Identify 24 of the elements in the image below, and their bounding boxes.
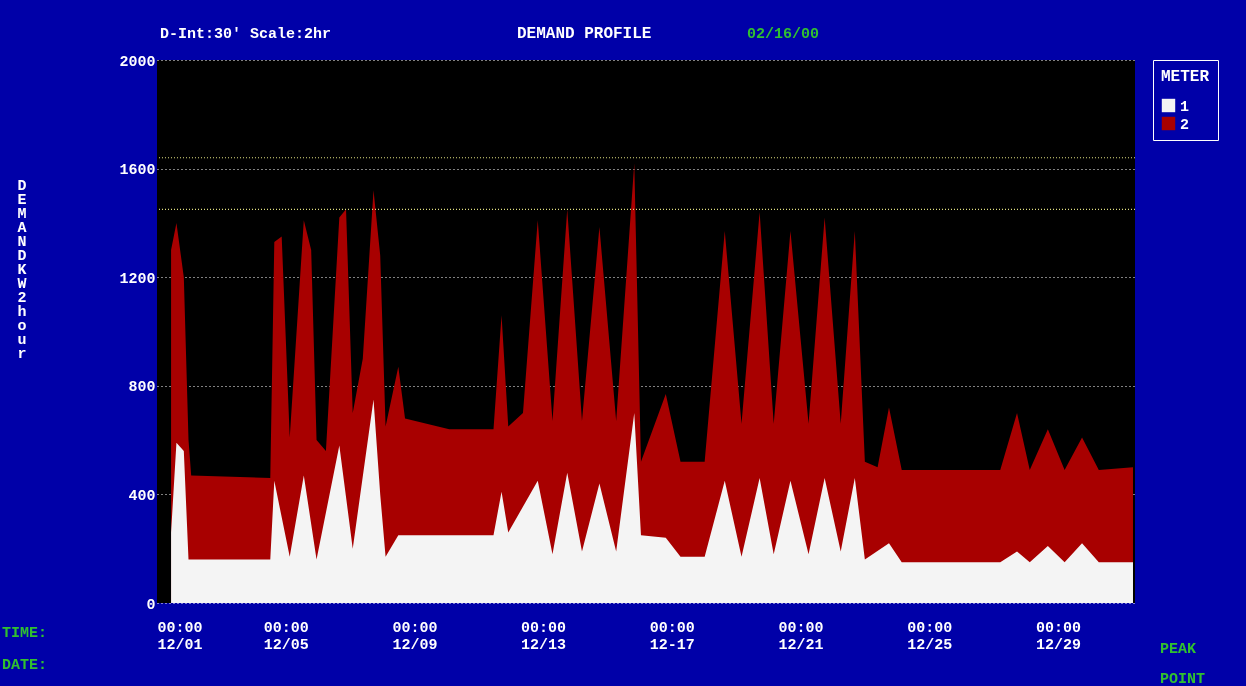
y-tick-label: 800 (128, 379, 156, 397)
x-tick-label: 00:00 12/21 (778, 619, 824, 654)
y-tick-label: 1200 (119, 270, 156, 288)
x-tick-label: 00:00 12/29 (1035, 619, 1081, 654)
y-tick-label: 2000 (119, 53, 156, 71)
x-tick-label: 00:00 12-17 (649, 619, 695, 654)
x-tick-label: 00:00 12/13 (521, 619, 567, 654)
text: TIME: (2, 625, 48, 642)
chart-title: DEMAND PROFILE (517, 25, 652, 43)
legend-label: 2 (1180, 116, 1190, 134)
x-tick-label: 00:00 12/25 (907, 619, 953, 654)
legend-title: METER (1161, 68, 1210, 86)
legend-label: 1 (1180, 98, 1190, 116)
y-tick-label: 0 (146, 596, 156, 614)
text: DEMAND KW 2 hour (17, 178, 27, 363)
text: 02/16/00 (747, 26, 820, 43)
text: PEAK POINT (1160, 641, 1206, 686)
x-tick-label: 00:00 12/01 (157, 619, 203, 654)
x-tick-label: 00:00 12/05 (263, 619, 309, 654)
y-tick-label: 1600 (119, 162, 156, 180)
text: DATE: (2, 657, 48, 674)
y-tick-label: 400 (128, 487, 156, 505)
text: D-Int:30' Scale:2hr (160, 26, 332, 43)
x-tick-label: 00:00 12/09 (392, 619, 438, 654)
